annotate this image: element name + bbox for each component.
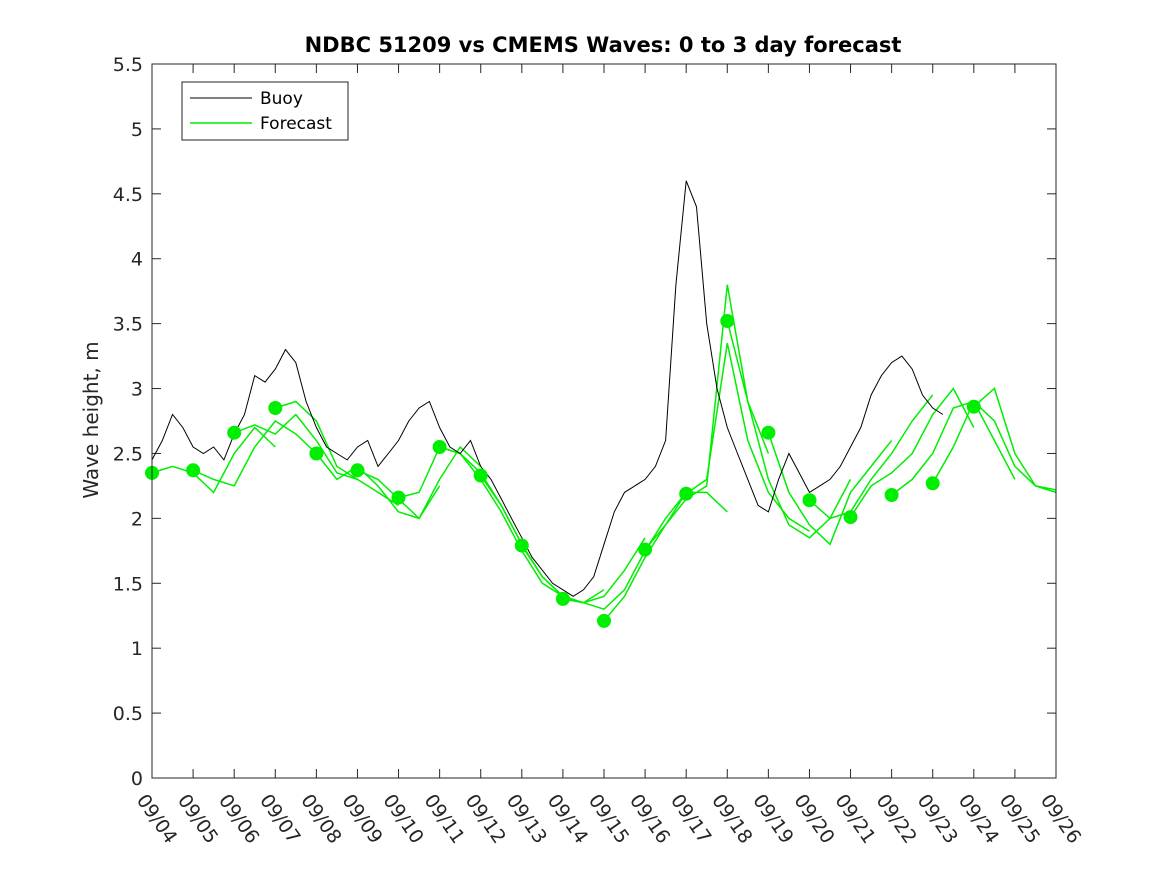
y-tick-label: 5.5: [113, 54, 143, 76]
forecast-marker: [884, 488, 899, 502]
x-tick-label: 09/18: [707, 790, 756, 847]
x-tick-label: 09/12: [461, 790, 510, 847]
y-tick-label: 4.5: [113, 184, 143, 206]
legend-box: [181, 81, 349, 141]
forecast-marker: [679, 486, 694, 501]
forecast-line: [233, 413, 358, 481]
x-tick-label: 09/22: [872, 790, 921, 847]
x-tick-label: 09/08: [296, 790, 345, 847]
x-tick-label: 09/04: [132, 790, 181, 847]
chart-title: NDBC 51209 vs CMEMS Waves: 0 to 3 day fo…: [305, 33, 902, 57]
x-tick-label: 09/20: [789, 790, 838, 847]
y-tick-label: 2: [131, 508, 143, 530]
forecast-marker: [309, 446, 324, 461]
forecast-marker: [802, 493, 817, 508]
forecast-marker: [473, 468, 488, 483]
x-tick-label: 09/14: [543, 790, 592, 847]
y-tick-label: 2.5: [113, 443, 143, 465]
forecast-marker: [268, 401, 283, 415]
forecast-line: [603, 491, 728, 622]
forecast-line: [151, 426, 276, 494]
x-tick-label: 09/05: [173, 790, 222, 847]
forecast-marker: [761, 425, 776, 440]
x-tick-label: 09/13: [502, 790, 551, 847]
y-tick-label: 0: [131, 768, 143, 790]
forecast-line: [849, 387, 975, 518]
legend-forecast-label: Forecast: [260, 114, 332, 134]
forecast-line: [685, 342, 810, 532]
forecast-line: [357, 445, 482, 520]
forecast-marker: [227, 425, 242, 440]
forecast-line: [275, 400, 399, 507]
x-tick-label: 09/23: [913, 790, 962, 847]
forecast-marker: [555, 591, 570, 606]
buoy-line: [151, 180, 944, 597]
x-tick-label: 09/15: [584, 790, 633, 847]
forecast-line: [932, 400, 1057, 494]
y-tick-label: 3.5: [113, 314, 143, 336]
x-tick-label: 09/10: [378, 790, 427, 847]
x-tick-label: 09/11: [420, 790, 469, 847]
forecast-marker: [597, 613, 611, 628]
x-tick-label: 09/21: [830, 790, 879, 847]
forecast-marker: [843, 510, 858, 525]
x-tick-label: 09/07: [255, 790, 304, 847]
forecast-marker: [432, 440, 447, 454]
y-tick-label: 4: [131, 249, 143, 271]
forecast-marker: [514, 538, 529, 553]
forecast-line: [891, 400, 1016, 496]
forecast-line: [439, 446, 564, 597]
forecast-line: [398, 446, 523, 545]
y-tick-label: 1.5: [113, 573, 143, 595]
forecast-marker: [720, 314, 735, 328]
forecast-marker: [925, 476, 940, 491]
x-tick-label: 09/09: [337, 790, 386, 847]
forecast-marker: [966, 399, 981, 414]
forecast-line: [192, 420, 317, 487]
y-axis-label: Wave height, m: [79, 341, 103, 498]
x-tick-label: 09/24: [954, 790, 1003, 847]
forecast-marker: [391, 490, 406, 505]
y-tick-label: 1: [131, 638, 143, 660]
y-tick-label: 3: [131, 379, 143, 401]
x-tick-label: 09/25: [995, 790, 1044, 847]
x-tick-label: 09/06: [214, 790, 263, 847]
forecast-line: [809, 394, 934, 520]
x-tick-label: 09/17: [666, 790, 715, 847]
plot-area-frame: [151, 63, 1057, 779]
forecast-marker: [350, 463, 365, 478]
legend-buoy-label: Buoy: [260, 89, 303, 109]
forecast-line: [973, 387, 1057, 491]
forecast-marker: [186, 463, 201, 478]
forecast-line: [767, 432, 893, 546]
x-tick-label: 09/16: [625, 790, 674, 847]
x-tick-label: 09/19: [748, 790, 797, 847]
legend: Buoy Forecast: [181, 81, 349, 141]
x-tick-label: 09/26: [1036, 790, 1085, 847]
y-tick-label: 5: [131, 119, 143, 141]
y-tick-label: 0.5: [113, 703, 143, 725]
forecast-line: [562, 491, 687, 611]
forecast-marker: [638, 542, 653, 557]
